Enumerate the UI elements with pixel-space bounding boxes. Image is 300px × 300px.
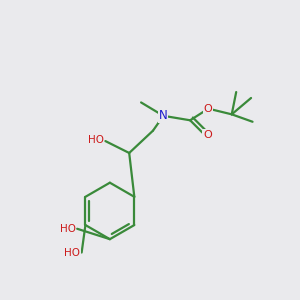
Text: O: O bbox=[204, 104, 212, 114]
Text: HO: HO bbox=[60, 224, 76, 234]
Text: N: N bbox=[159, 109, 168, 122]
Text: HO: HO bbox=[64, 248, 80, 257]
Text: HO: HO bbox=[88, 135, 104, 145]
Text: O: O bbox=[203, 130, 212, 140]
